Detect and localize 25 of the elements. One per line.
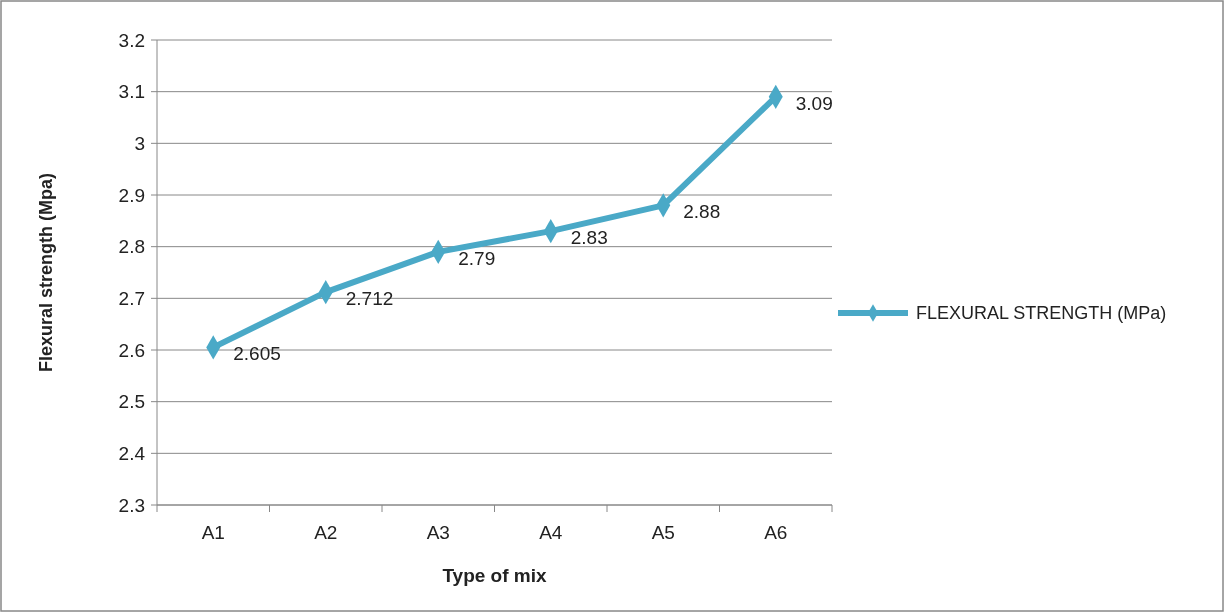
y-tick-label: 2.4 <box>118 442 146 464</box>
x-tick-label: A5 <box>651 522 675 543</box>
y-axis-title: Flexural strength (Mpa) <box>36 172 56 373</box>
x-axis-title: Type of mix <box>442 565 548 586</box>
x-tick-label: A2 <box>314 522 338 543</box>
x-tick-label: A6 <box>764 522 788 543</box>
data-label: 2.83 <box>570 227 608 249</box>
legend-label: FLEXURAL STRENGTH (MPa) <box>916 303 1167 324</box>
y-tick-label: 2.5 <box>118 391 145 413</box>
y-tick-label: 2.8 <box>118 236 145 258</box>
x-tick-label: A1 <box>201 522 225 543</box>
y-tick-label: 3.2 <box>118 29 145 51</box>
data-label: 2.712 <box>345 288 394 310</box>
y-tick-label: 2.9 <box>118 184 145 206</box>
y-tick-label: 2.6 <box>118 339 145 361</box>
data-label: 2.88 <box>683 201 721 223</box>
y-tick-label: 2.3 <box>118 494 145 516</box>
x-tick-label: A3 <box>426 522 450 543</box>
data-label: 2.605 <box>233 343 281 365</box>
data-label: 2.79 <box>458 247 496 269</box>
y-tick-label: 2.7 <box>118 287 145 309</box>
y-tick-label: 3 <box>134 132 145 154</box>
x-tick-label: A4 <box>539 522 563 543</box>
y-tick-label: 3.1 <box>118 81 145 103</box>
data-label: 3.09 <box>795 92 833 114</box>
